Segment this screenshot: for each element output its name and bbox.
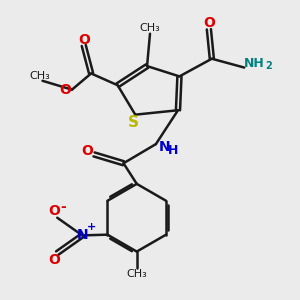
Text: O: O bbox=[203, 16, 215, 30]
Text: N: N bbox=[158, 140, 170, 154]
Text: S: S bbox=[128, 115, 139, 130]
Text: O: O bbox=[78, 33, 90, 46]
Text: 2: 2 bbox=[265, 61, 272, 71]
Text: N: N bbox=[77, 228, 89, 242]
Text: O: O bbox=[48, 204, 60, 218]
Text: CH₃: CH₃ bbox=[29, 70, 50, 80]
Text: +: + bbox=[86, 222, 96, 232]
Text: CH₃: CH₃ bbox=[126, 269, 147, 279]
Text: O: O bbox=[60, 82, 71, 97]
Text: CH₃: CH₃ bbox=[140, 23, 160, 33]
Text: O: O bbox=[82, 145, 94, 158]
Text: -: - bbox=[60, 200, 66, 214]
Text: NH: NH bbox=[244, 57, 265, 70]
Text: O: O bbox=[48, 253, 60, 266]
Text: H: H bbox=[168, 144, 179, 157]
